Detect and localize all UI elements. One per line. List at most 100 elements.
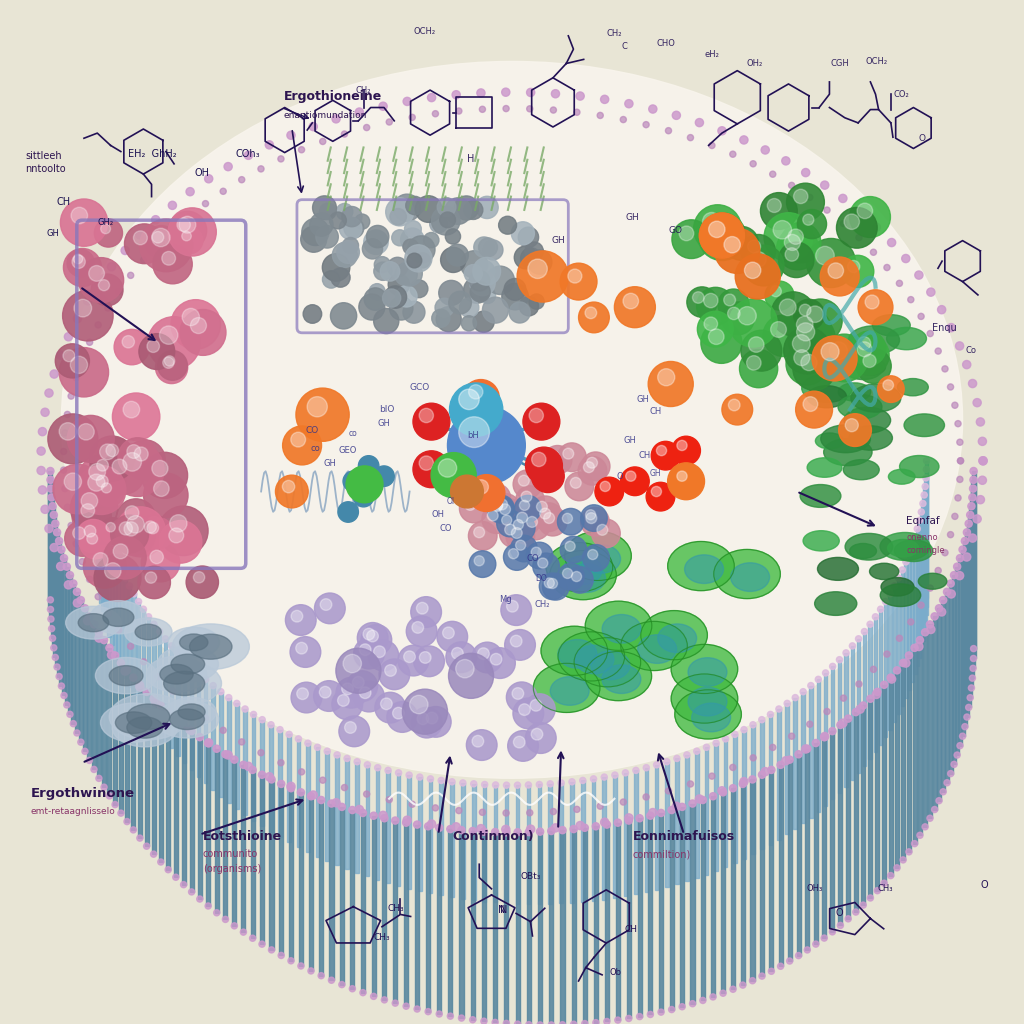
Circle shape [58, 683, 65, 689]
Bar [472, 783, 475, 900]
Circle shape [739, 982, 745, 988]
Circle shape [436, 1011, 442, 1017]
Bar [79, 600, 83, 742]
Circle shape [414, 1006, 420, 1012]
Circle shape [163, 636, 169, 642]
Circle shape [323, 254, 350, 282]
Circle shape [79, 357, 85, 364]
Circle shape [570, 1021, 577, 1024]
Circle shape [783, 327, 830, 374]
Circle shape [80, 527, 111, 559]
Circle shape [459, 389, 479, 410]
Circle shape [803, 214, 814, 225]
Circle shape [500, 519, 528, 548]
Ellipse shape [168, 627, 219, 657]
Circle shape [837, 721, 844, 728]
Ellipse shape [641, 610, 708, 659]
Circle shape [579, 302, 609, 333]
Circle shape [437, 622, 468, 652]
Circle shape [544, 578, 554, 588]
Bar [102, 520, 106, 620]
Circle shape [881, 681, 888, 688]
Circle shape [559, 826, 566, 834]
Circle shape [963, 553, 971, 561]
Text: OBt₃: OBt₃ [520, 871, 541, 881]
Circle shape [477, 648, 489, 659]
Circle shape [451, 475, 483, 508]
Circle shape [718, 289, 750, 321]
Circle shape [67, 712, 73, 718]
Circle shape [978, 476, 986, 484]
Circle shape [893, 667, 900, 674]
Bar [955, 566, 959, 755]
Circle shape [60, 199, 108, 246]
Circle shape [788, 182, 795, 188]
Circle shape [865, 295, 879, 309]
Ellipse shape [563, 556, 602, 585]
Circle shape [124, 818, 130, 824]
Circle shape [168, 208, 216, 256]
Circle shape [722, 394, 753, 425]
Circle shape [407, 615, 437, 646]
Text: GH: GH [649, 469, 662, 477]
Circle shape [515, 540, 525, 550]
Circle shape [95, 594, 101, 600]
Bar [269, 779, 273, 950]
Circle shape [342, 207, 362, 226]
Circle shape [710, 793, 717, 800]
Circle shape [649, 809, 657, 817]
Text: GH: GH [324, 460, 336, 468]
Circle shape [362, 629, 375, 640]
Circle shape [214, 909, 220, 915]
Bar [913, 538, 916, 674]
Text: GH₂: GH₂ [97, 218, 114, 227]
Circle shape [121, 247, 129, 255]
Bar [624, 773, 628, 896]
Circle shape [222, 751, 229, 758]
Circle shape [78, 455, 126, 503]
Circle shape [410, 801, 416, 807]
Circle shape [942, 550, 948, 556]
Bar [72, 584, 76, 724]
Circle shape [52, 520, 59, 527]
Circle shape [406, 197, 424, 215]
Circle shape [525, 782, 531, 788]
Bar [382, 818, 386, 999]
Circle shape [820, 334, 868, 382]
Ellipse shape [158, 646, 218, 682]
Ellipse shape [167, 697, 216, 726]
Bar [816, 679, 820, 812]
Circle shape [96, 775, 102, 781]
Circle shape [797, 323, 815, 341]
Circle shape [213, 745, 220, 753]
Circle shape [84, 616, 92, 625]
Ellipse shape [731, 563, 770, 592]
Bar [785, 703, 788, 835]
Circle shape [724, 294, 735, 306]
Ellipse shape [127, 717, 163, 738]
Bar [119, 663, 123, 813]
Circle shape [649, 104, 657, 113]
Circle shape [582, 1021, 588, 1024]
Bar [289, 788, 293, 961]
Circle shape [302, 218, 329, 246]
Ellipse shape [558, 640, 597, 669]
Circle shape [779, 299, 796, 315]
Ellipse shape [574, 645, 613, 674]
Bar [884, 601, 887, 737]
Circle shape [592, 519, 621, 548]
Circle shape [679, 803, 686, 810]
Circle shape [517, 512, 527, 523]
Ellipse shape [179, 634, 208, 650]
Circle shape [384, 286, 407, 308]
Circle shape [648, 361, 693, 407]
Bar [340, 807, 344, 985]
Circle shape [45, 524, 53, 532]
Text: O: O [919, 134, 925, 142]
Circle shape [245, 762, 253, 770]
Circle shape [438, 777, 444, 783]
Circle shape [748, 240, 761, 253]
Ellipse shape [668, 542, 734, 591]
Circle shape [353, 638, 384, 669]
Bar [144, 692, 148, 846]
